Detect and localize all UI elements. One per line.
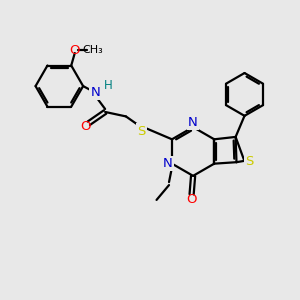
Text: H: H	[104, 79, 112, 92]
Text: S: S	[245, 155, 254, 168]
Text: O: O	[186, 193, 197, 206]
Text: CH₃: CH₃	[83, 45, 104, 55]
Text: O: O	[70, 44, 80, 56]
Text: N: N	[163, 157, 172, 170]
Text: N: N	[188, 116, 198, 129]
Text: O: O	[80, 120, 91, 133]
Text: S: S	[137, 125, 146, 138]
Text: N: N	[91, 86, 100, 99]
